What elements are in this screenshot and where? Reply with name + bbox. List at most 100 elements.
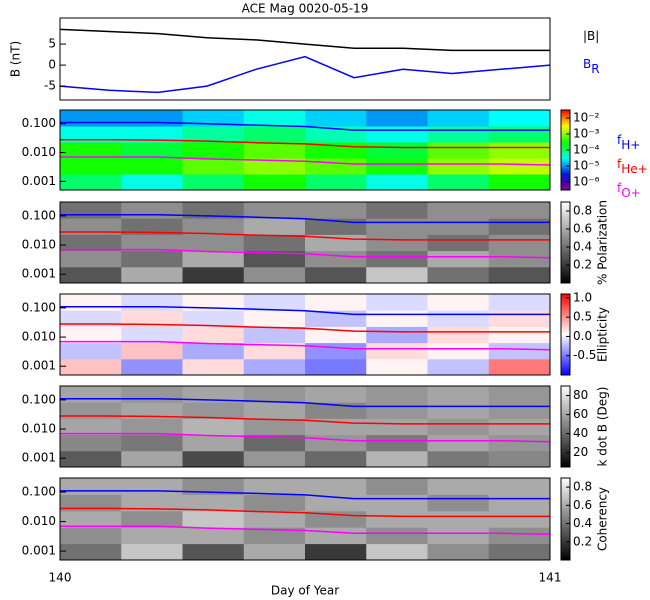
heatmap-cell: [60, 110, 122, 127]
series-line: [59, 55, 551, 94]
heatmap-cell: [121, 478, 183, 495]
y-tick-label: 0.010: [22, 238, 56, 252]
heatmap-cell: [60, 434, 122, 452]
heatmap-cell: [182, 418, 245, 436]
heatmap-cell: [366, 174, 428, 191]
heatmap-cell: [366, 543, 428, 561]
series-line: [60, 213, 550, 224]
heatmap-cell: [243, 326, 306, 344]
heatmap-cell: [488, 218, 551, 235]
heatmap-cell: [427, 402, 490, 419]
heatmap-cell: [488, 434, 551, 452]
heatmap-cell: [243, 234, 306, 252]
heatmap-cell: [182, 494, 245, 512]
heatmap-cell: [366, 418, 428, 436]
y-tick-label: 0.010: [22, 514, 56, 528]
heatmap-cell: [488, 294, 551, 311]
heatmap-cell: [243, 418, 306, 436]
heatmap-cell: [121, 527, 183, 545]
heatmap-cell: [488, 310, 551, 327]
series-line: [60, 490, 550, 500]
heatmap-cell: [121, 326, 183, 344]
heatmap-cell: [121, 342, 183, 360]
heatmap-cell: [366, 110, 428, 127]
heatmap-cell: [488, 158, 551, 175]
plot-frame: [59, 293, 551, 376]
colorbar-tick-label: 10⁻²: [573, 111, 600, 125]
legend-entry: fHe+: [617, 157, 648, 176]
heatmap-cell: [182, 342, 245, 360]
legend-subscript: H+: [621, 138, 640, 152]
colorbar-tick-label: 0.8: [573, 480, 592, 494]
heatmap-cell: [488, 234, 551, 252]
colorbar-tick-label: 10⁻⁵: [573, 159, 600, 173]
heatmap-cell: [182, 450, 245, 468]
heatmap-cell: [305, 202, 367, 219]
heatmap-cell: [182, 250, 245, 268]
colorbar-tick-label: 0.2: [573, 258, 592, 272]
plot-frame: [59, 17, 551, 101]
heatmap-cell: [366, 250, 428, 268]
heatmap-cell: [305, 266, 367, 284]
heatmap-cell: [121, 294, 183, 311]
plot-frame: [59, 385, 551, 468]
heatmap-cell: [366, 386, 428, 403]
heatmap-cell: [427, 110, 490, 127]
series-line: [60, 397, 550, 408]
heatmap-cell: [366, 342, 428, 360]
series-line: [60, 525, 551, 536]
heatmap-cell: [366, 234, 428, 252]
heatmap-cell: [60, 218, 122, 235]
heatmap-cell: [305, 434, 367, 452]
heatmap-cell: [366, 402, 428, 419]
legend-entry: fH+: [617, 133, 640, 152]
colorbar-tick-label: 10⁻⁶: [573, 175, 600, 189]
chart-title: ACE Mag 0020-05-19: [242, 2, 369, 16]
heatmap-cell: [243, 158, 306, 175]
heatmap-cell: [121, 358, 183, 376]
heatmap-cell: [182, 358, 245, 376]
heatmap-cell: [366, 218, 428, 235]
legend-name: f: [617, 133, 622, 147]
heatmap-cell: [121, 250, 183, 268]
colorbar-label: Coherency: [596, 487, 610, 551]
heatmap-cell: [488, 510, 551, 528]
heatmap-cell: [243, 450, 306, 468]
heatmap-cell: [243, 126, 306, 143]
heatmap-cell: [60, 402, 122, 419]
colorbar: [560, 477, 571, 561]
plot-frame: [59, 477, 551, 561]
heatmap-cell: [121, 158, 183, 175]
heatmap-cell: [121, 142, 183, 159]
heatmap-cell: [60, 126, 122, 143]
heatmap-cell: [121, 418, 183, 436]
heatmap-cell: [366, 527, 428, 545]
heatmap-cell: [60, 310, 122, 327]
heatmap-cell: [305, 450, 367, 468]
heatmap-cell: [427, 358, 490, 376]
heatmap-cell: [243, 342, 306, 360]
colorbar-tick-label: 60: [573, 407, 588, 421]
heatmap-cell: [488, 418, 551, 436]
series-line: [59, 28, 550, 52]
heatmap-cell: [243, 142, 306, 159]
series-line: [60, 248, 551, 259]
series-line: [60, 121, 550, 131]
heatmap-cell: [121, 450, 183, 468]
heatmap-cell: [305, 294, 367, 311]
heatmap-cell: [366, 450, 428, 468]
legend-name: f: [617, 181, 622, 195]
heatmap-cell: [305, 386, 367, 403]
heatmap-cell: [182, 202, 245, 219]
heatmap-cell: [121, 543, 183, 561]
y-tick-label: 0.010: [22, 422, 56, 436]
heatmap-cell: [427, 142, 490, 159]
heatmap-cell: [60, 174, 122, 191]
heatmap-cell: [182, 543, 245, 561]
legend-entry: BR: [583, 57, 600, 76]
heatmap-cell: [243, 386, 306, 403]
heatmap-cell: [427, 326, 490, 344]
colorbar-tick-label: 80: [573, 388, 588, 402]
y-tick-label: 0.100: [22, 300, 56, 314]
